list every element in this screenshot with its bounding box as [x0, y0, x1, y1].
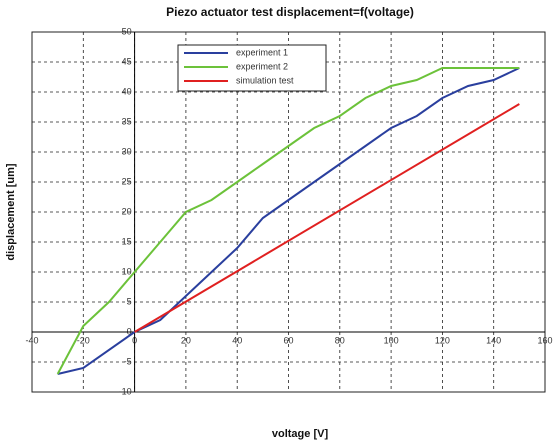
chart-title: Piezo actuator test displacement=f(volta…: [166, 5, 414, 19]
y-tick-label: 10: [122, 266, 132, 276]
line-series: [56, 67, 520, 375]
y-tick-label: 25: [122, 176, 132, 186]
x-tick-label: 160: [537, 335, 552, 345]
line-series: [57, 67, 520, 375]
x-tick-label: 140: [486, 335, 501, 345]
x-tick-label: 100: [384, 335, 399, 345]
y-tick-label: 35: [122, 116, 132, 126]
line-series: [134, 103, 520, 333]
y-tick-label: -5: [124, 356, 132, 366]
x-tick-label: 20: [181, 335, 191, 345]
y-tick-label: 0: [127, 326, 132, 336]
x-tick-label: 120: [435, 335, 450, 345]
y-tick-label: 45: [122, 56, 132, 66]
x-tick-label: 80: [335, 335, 345, 345]
x-tick-label: 40: [232, 335, 242, 345]
y-tick-label: 5: [127, 296, 132, 306]
y-tick-label: 50: [122, 26, 132, 36]
x-axis-label: voltage [V]: [272, 428, 329, 440]
x-tick-label: -40: [25, 335, 38, 345]
legend-label: simulation test: [236, 75, 294, 85]
x-tick-label: 60: [283, 335, 293, 345]
y-axis-label: displacement [um]: [5, 163, 17, 261]
y-tick-label: -10: [119, 386, 132, 396]
y-tick-label: 20: [122, 206, 132, 216]
legend-label: experiment 2: [236, 61, 288, 71]
x-tick-label: -20: [77, 335, 90, 345]
y-tick-label: 40: [122, 86, 132, 96]
y-tick-label: 15: [122, 236, 132, 246]
legend-label: experiment 1: [236, 47, 288, 57]
y-tick-label: 30: [122, 146, 132, 156]
